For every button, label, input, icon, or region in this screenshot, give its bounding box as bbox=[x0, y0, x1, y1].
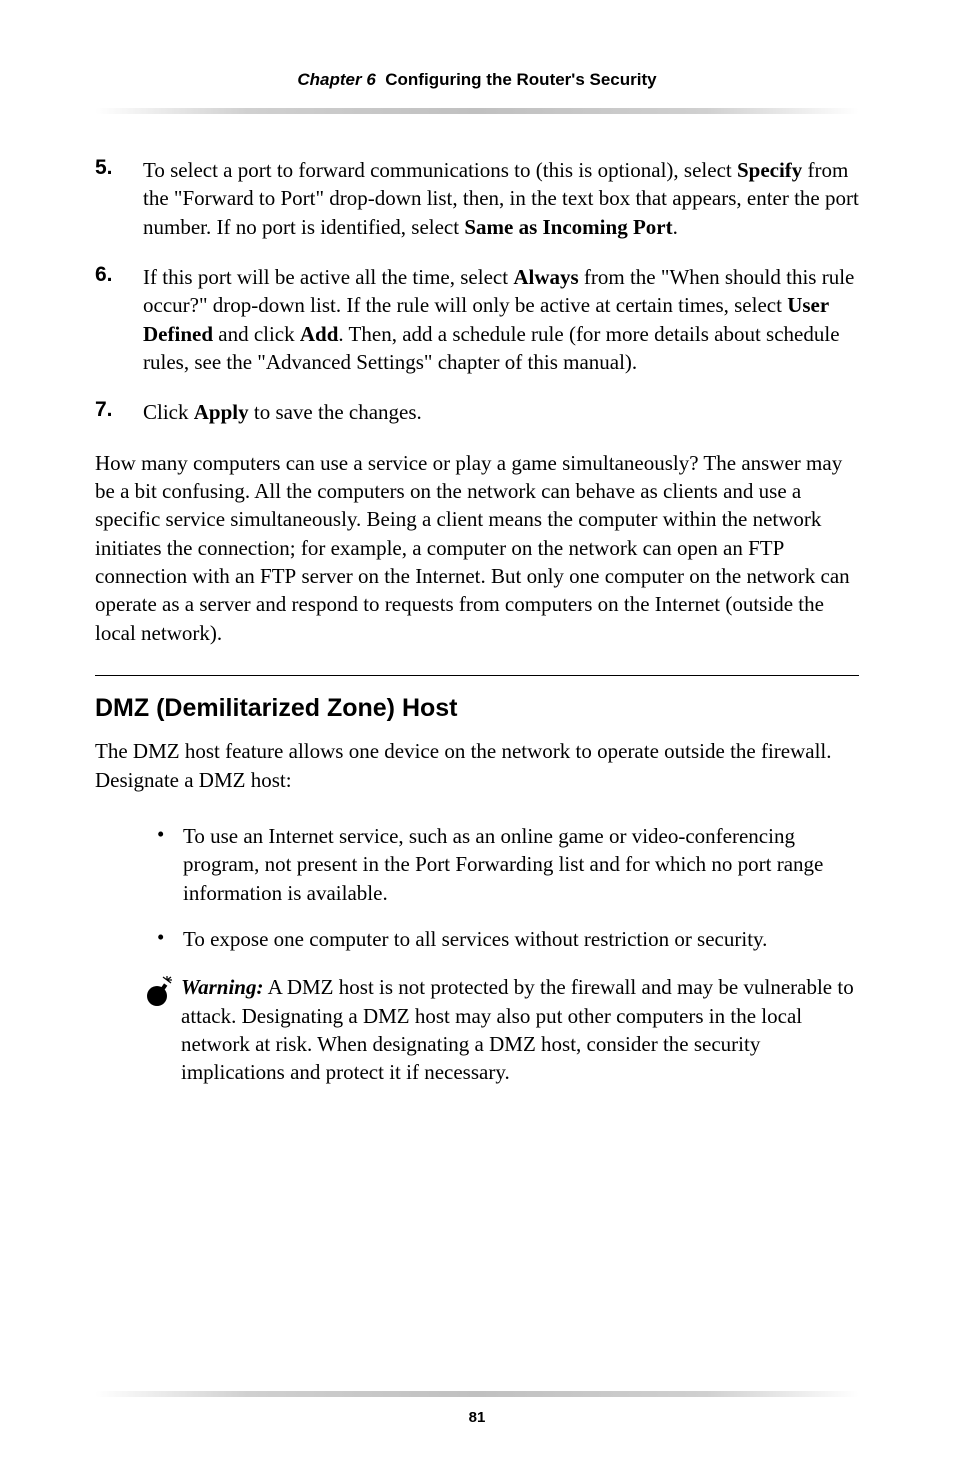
warning-callout: Warning: A DMZ host is not protected by … bbox=[143, 973, 859, 1086]
ordered-steps: 5.To select a port to forward communicat… bbox=[95, 156, 859, 427]
section-heading: DMZ (Demilitarized Zone) Host bbox=[95, 694, 859, 723]
section-divider bbox=[95, 675, 859, 676]
step-body: To select a port to forward communicatio… bbox=[143, 156, 859, 241]
step-number: 5. bbox=[95, 156, 143, 241]
bullet-marker: • bbox=[157, 925, 183, 953]
page-header: Chapter 6 Configuring the Router's Secur… bbox=[95, 70, 859, 108]
step-item: 5.To select a port to forward communicat… bbox=[95, 156, 859, 241]
page-number: 81 bbox=[0, 1409, 954, 1426]
bullet-list: •To use an Internet service, such as an … bbox=[157, 822, 859, 953]
bullet-item: •To expose one computer to all services … bbox=[157, 925, 859, 953]
page-footer: 81 bbox=[0, 1391, 954, 1426]
step-number: 6. bbox=[95, 263, 143, 376]
step-item: 6.If this port will be active all the ti… bbox=[95, 263, 859, 376]
step-body: Click Apply to save the changes. bbox=[143, 398, 422, 426]
step-item: 7.Click Apply to save the changes. bbox=[95, 398, 859, 426]
step-number: 7. bbox=[95, 398, 143, 426]
step-body: If this port will be active all the time… bbox=[143, 263, 859, 376]
header-divider bbox=[95, 108, 859, 114]
bullet-text: To use an Internet service, such as an o… bbox=[183, 822, 859, 907]
footer-divider bbox=[95, 1391, 859, 1397]
body-paragraph: How many computers can use a service or … bbox=[95, 449, 859, 647]
bullet-item: •To use an Internet service, such as an … bbox=[157, 822, 859, 907]
bomb-icon bbox=[143, 973, 181, 1086]
warning-text: Warning: A DMZ host is not protected by … bbox=[181, 973, 859, 1086]
chapter-title: Configuring the Router's Security bbox=[385, 70, 656, 89]
chapter-label: Chapter 6 bbox=[297, 70, 375, 89]
bullet-text: To expose one computer to all services w… bbox=[183, 925, 767, 953]
body-paragraph: The DMZ host feature allows one device o… bbox=[95, 737, 859, 794]
bullet-marker: • bbox=[157, 822, 183, 907]
